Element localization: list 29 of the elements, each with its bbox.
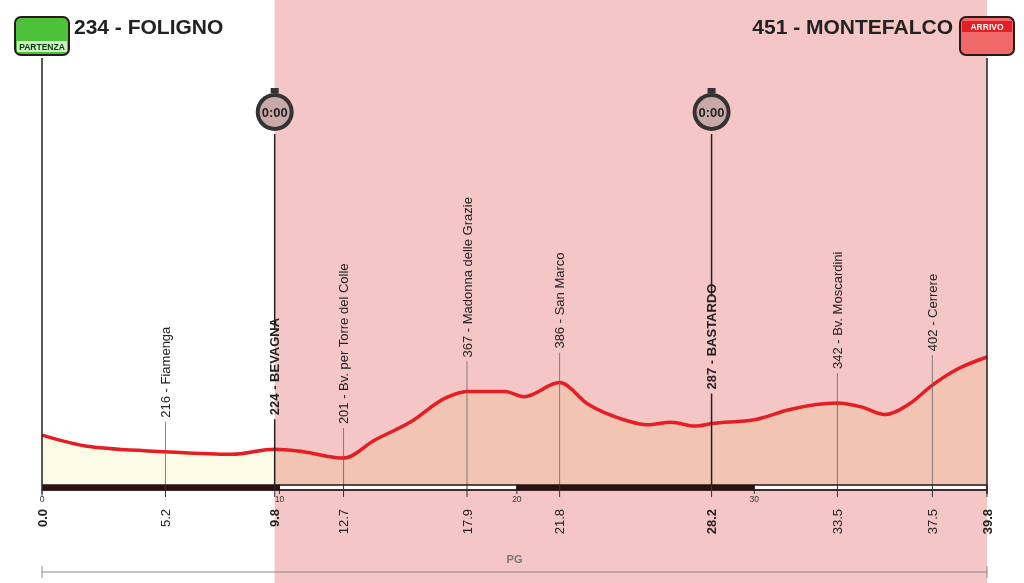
annotation: 287 - BASTARDO: [704, 283, 720, 390]
x2-tick-label: 20: [512, 494, 522, 504]
x-tick-label: 33.5: [829, 509, 845, 535]
x-tick-label: 21.8: [552, 509, 568, 535]
x-tick-label: 0.0: [34, 509, 50, 528]
text: PG: [506, 553, 523, 565]
x2-tick-label: 30: [749, 494, 760, 504]
annotation: 224 - BEVAGNA: [267, 317, 283, 416]
annotation: 216 - Fiamenga: [157, 325, 173, 418]
x2-tick-label: 0: [39, 494, 45, 504]
x-tick-label: 39.8: [979, 509, 995, 535]
annotation: 201 - Bv. per Torre del Colle: [336, 263, 352, 425]
x-tick-label: 9.8: [267, 509, 283, 528]
x2-tick-label: 10: [274, 494, 285, 504]
x-tick-label: 37.5: [924, 509, 940, 535]
text: 234 - FOLIGNO: [74, 15, 224, 38]
annotation: 342 - Bv. Moscardini: [829, 251, 845, 370]
text: PARTENZA: [19, 41, 65, 52]
x-tick-label: 12.7: [336, 509, 352, 535]
annotation: 402 - Cerrere: [924, 273, 940, 352]
x-tick-label: 5.2: [157, 509, 173, 528]
x-tick-label: 17.9: [459, 509, 475, 535]
text: 451 - MONTEFALCO: [752, 15, 953, 38]
text: 0:00: [261, 105, 288, 120]
text: 0:00: [698, 105, 725, 120]
text: ARRIVO: [970, 21, 1004, 32]
annotation: 367 - Madonna delle Grazie: [459, 197, 475, 358]
x-tick-label: 28.2: [704, 509, 720, 535]
annotation: 386 - San Marco: [552, 252, 568, 349]
